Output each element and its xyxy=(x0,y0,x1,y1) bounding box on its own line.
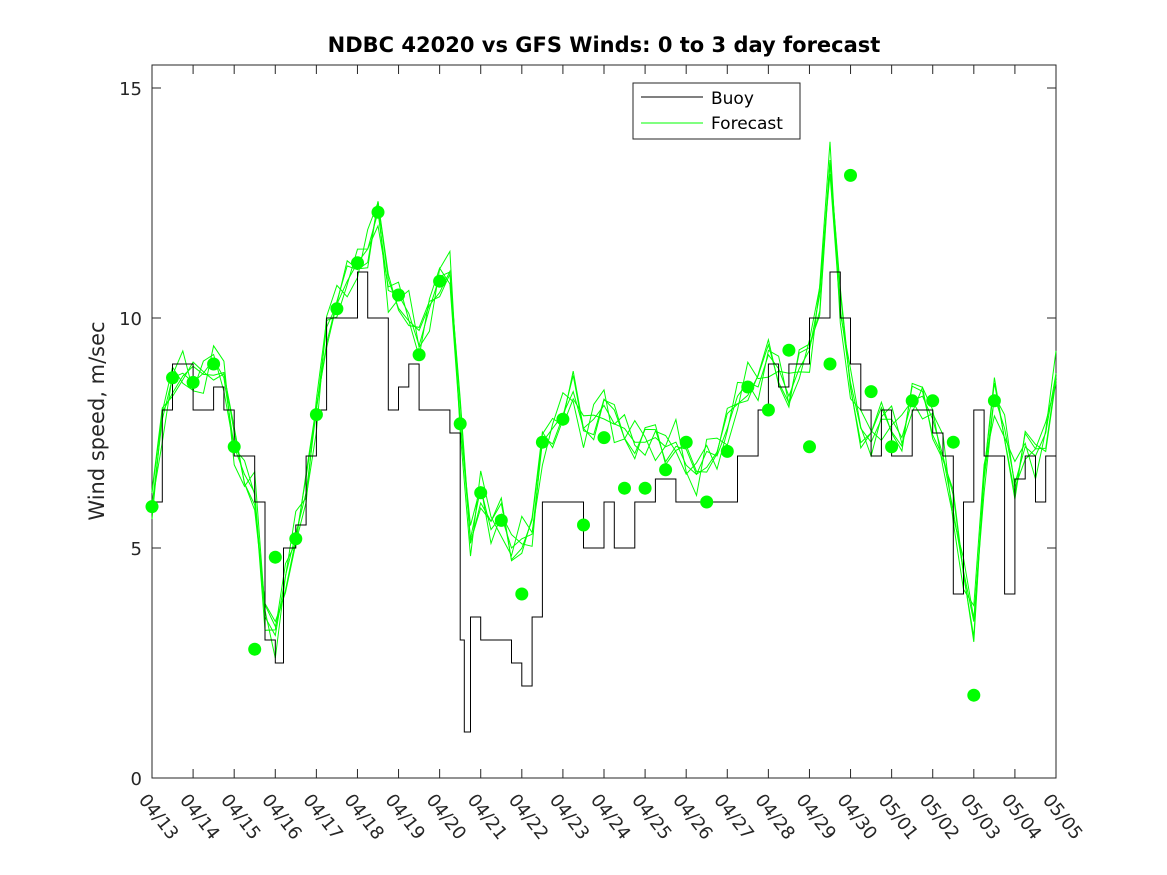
forecast-point xyxy=(638,481,652,495)
y-tick-label: 15 xyxy=(119,79,142,100)
forecast-point xyxy=(885,440,899,454)
forecast-series-line xyxy=(151,173,1057,631)
forecast-point xyxy=(166,371,179,385)
forecast-point xyxy=(659,463,673,477)
forecast-point xyxy=(371,205,385,219)
forecast-point xyxy=(720,444,734,458)
forecast-series-line xyxy=(151,162,1057,642)
forecast-point xyxy=(330,302,344,316)
forecast-point xyxy=(803,440,816,454)
forecast-point xyxy=(494,513,508,527)
forecast-series-line xyxy=(151,141,1057,659)
forecast-point xyxy=(597,431,611,445)
legend: Buoy Forecast xyxy=(632,82,801,140)
forecast-point xyxy=(535,435,549,449)
forecast-point xyxy=(453,417,467,431)
forecast-point xyxy=(946,435,960,449)
forecast-point xyxy=(782,343,796,357)
legend-box xyxy=(632,82,801,140)
y-axis: 0 5 10 15 xyxy=(119,79,1056,790)
forecast-point xyxy=(618,481,631,495)
forecast-point xyxy=(905,394,919,408)
forecast-point xyxy=(967,688,981,702)
chart-title: NDBC 42020 vs GFS Winds: 0 to 3 day fore… xyxy=(328,33,881,57)
forecast-point xyxy=(433,274,447,288)
forecast-point xyxy=(761,403,775,417)
plot-area xyxy=(151,64,1057,779)
forecast-point xyxy=(207,357,221,371)
forecast-point xyxy=(864,385,878,399)
forecast-point xyxy=(145,500,159,514)
forecast-point xyxy=(268,550,282,564)
legend-buoy-label: Buoy xyxy=(711,89,754,109)
forecast-point xyxy=(741,380,755,394)
forecast-point xyxy=(679,435,693,449)
forecast-point xyxy=(823,357,837,371)
y-axis-label: Wind speed, m/sec xyxy=(85,321,109,520)
forecast-point xyxy=(309,408,323,422)
forecast-point xyxy=(351,256,364,270)
forecast-point xyxy=(392,288,405,302)
forecast-point xyxy=(289,532,303,546)
forecast-point xyxy=(186,375,200,389)
forecast-point xyxy=(987,394,1001,408)
forecast-point xyxy=(844,168,857,182)
forecast-point xyxy=(556,412,570,426)
forecast-point xyxy=(412,348,426,362)
forecast-point xyxy=(700,495,714,509)
forecast-point xyxy=(248,642,262,656)
forecast-point xyxy=(926,394,940,408)
y-tick-label: 10 xyxy=(119,309,142,330)
forecast-point xyxy=(577,518,590,532)
y-tick-label: 5 xyxy=(131,539,142,560)
forecast-point xyxy=(515,587,529,601)
legend-forecast-label: Forecast xyxy=(711,114,783,134)
series-layer xyxy=(151,141,1057,733)
buoy-series-line xyxy=(152,271,1056,733)
forecast-point xyxy=(474,486,488,500)
forecast-point xyxy=(227,440,241,454)
y-tick-label: 0 xyxy=(131,769,142,790)
forecast-points xyxy=(145,168,1001,702)
